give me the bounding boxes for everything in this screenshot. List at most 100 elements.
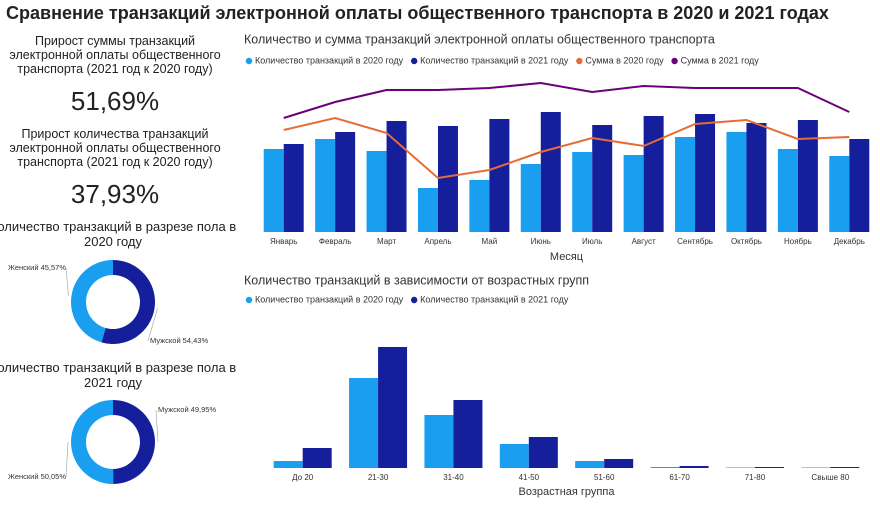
bar: [417, 188, 438, 232]
x-tick-label: 61-70: [669, 473, 690, 482]
line: [283, 81, 850, 119]
bar: [575, 461, 605, 468]
slice-category: Женский: [8, 263, 39, 272]
bar: [830, 467, 860, 468]
bar: [302, 448, 332, 468]
bar: [453, 400, 483, 468]
slice-value: 50,05%: [41, 472, 67, 481]
slice-value: 49,95%: [191, 405, 217, 414]
kpi-value: 51,69%: [70, 86, 160, 116]
bar: [540, 112, 561, 232]
legend-marker: [410, 57, 418, 65]
legend-label: Сумма в 2020 году: [585, 55, 664, 65]
bar: [801, 467, 831, 468]
donut-title: Количество транзакций в разрезе пола в 2…: [0, 219, 237, 249]
bar: [675, 137, 696, 232]
bar: [643, 116, 664, 232]
donut-title: Количество транзакций в разрезе пола в 2…: [0, 360, 237, 390]
bar: [273, 461, 303, 468]
x-tick-label: Апрель: [424, 237, 451, 246]
bar: [499, 444, 529, 468]
bar: [849, 139, 870, 232]
chart-title: Количество транзакций в зависимости от в…: [244, 273, 589, 287]
legend-label: Сумма в 2021 году: [681, 55, 760, 65]
bar: [378, 347, 408, 468]
x-tick-label: Январь: [270, 237, 297, 246]
kpi-label: Прирост суммы транзакций электронной опл…: [9, 34, 221, 76]
bar: [623, 155, 644, 232]
legend-marker: [576, 57, 583, 65]
bar: [469, 180, 490, 232]
slice-category: Женский: [8, 472, 39, 481]
x-tick-label: До 20: [292, 473, 314, 482]
x-tick-label: 51-60: [594, 473, 615, 482]
bar: [349, 378, 379, 468]
bar: [520, 164, 541, 232]
bar: [679, 466, 709, 468]
legend-label: Количество транзакций в 2020 году: [255, 294, 404, 304]
legend-marker: [410, 296, 418, 304]
slice-label: Мужской 54,43%: [150, 336, 208, 345]
bar: [315, 139, 336, 232]
x-axis-title: Месяц: [550, 251, 584, 263]
legend-label: Количество транзакций в 2021 году: [420, 55, 569, 65]
legend-marker: [245, 296, 253, 304]
slice-value: 54,43%: [183, 336, 209, 345]
leader-line: [65, 442, 69, 478]
x-tick-label: Февраль: [319, 237, 352, 246]
x-tick-label: 21-30: [368, 473, 389, 482]
donut-slice: [70, 260, 113, 343]
legend-label: Количество транзакций в 2021 году: [420, 294, 569, 304]
bar: [283, 144, 304, 232]
x-tick-label: Март: [377, 237, 396, 246]
bar: [366, 151, 387, 232]
x-axis-title: Возрастная группа: [519, 486, 616, 498]
bar: [386, 121, 407, 232]
donut-slice: [101, 260, 155, 344]
bar: [592, 125, 613, 232]
bar: [650, 467, 680, 468]
slice-category: Мужской: [150, 336, 181, 345]
bar: [335, 132, 356, 232]
slice-value: 45,57%: [41, 263, 67, 272]
slice-label: Мужской 49,95%: [158, 405, 216, 414]
bar: [746, 123, 767, 232]
legend-label: Количество транзакций в 2020 году: [255, 55, 404, 65]
x-tick-label: 71-80: [745, 473, 766, 482]
bar: [797, 120, 818, 232]
page-title: Сравнение транзакций электронной оплаты …: [6, 3, 829, 23]
bar: [777, 149, 798, 232]
line: [283, 116, 850, 180]
x-tick-label: Август: [632, 237, 656, 246]
legend-marker: [245, 57, 253, 65]
bar: [263, 149, 284, 232]
leader-line: [155, 409, 159, 442]
leader-line: [65, 267, 69, 296]
chart-title: Количество и сумма транзакций электронно…: [244, 32, 715, 46]
slice-label: Женский 45,57%: [8, 263, 66, 272]
x-tick-label: Свыше 80: [811, 473, 849, 482]
bar: [572, 152, 593, 232]
x-tick-label: Декабрь: [834, 237, 865, 246]
x-tick-label: Ноябрь: [784, 237, 812, 246]
leader-line: [147, 308, 158, 342]
bar: [725, 467, 755, 468]
bar: [754, 467, 784, 468]
bar: [437, 126, 458, 232]
x-tick-label: Июнь: [531, 237, 551, 246]
x-tick-label: 41-50: [519, 473, 540, 482]
donut-slice: [113, 400, 156, 484]
bar: [489, 119, 510, 232]
kpi-label: Прирост количества транзакций электронно…: [9, 127, 221, 169]
kpi-value: 37,93%: [70, 179, 160, 209]
donut-slice: [71, 400, 114, 484]
bar: [604, 459, 634, 468]
bar: [528, 437, 558, 468]
x-tick-label: Май: [482, 237, 498, 246]
x-tick-label: Июль: [582, 237, 602, 246]
slice-category: Мужской: [158, 405, 189, 414]
x-tick-label: Октябрь: [731, 237, 762, 246]
bar: [829, 156, 850, 232]
